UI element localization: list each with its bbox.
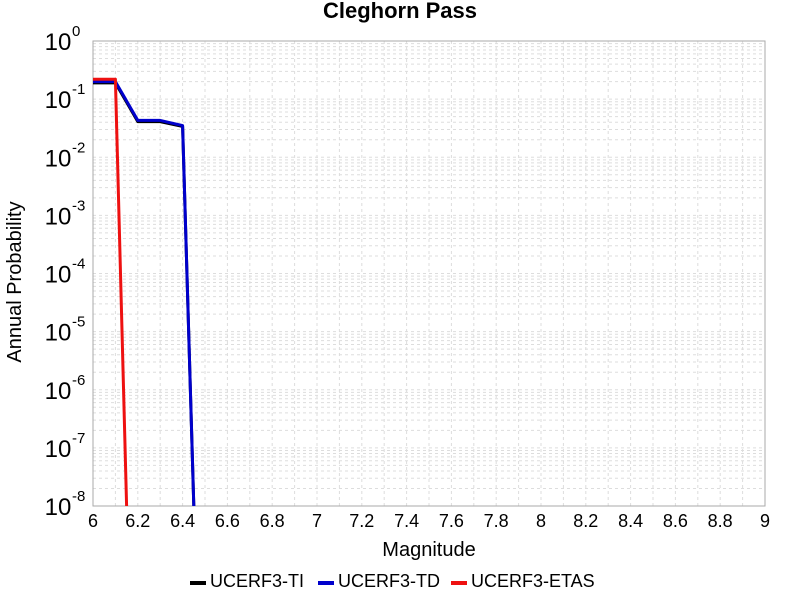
y-tick-label: 10 -7 — [45, 430, 86, 463]
y-axis-label: Annual Probability — [4, 201, 26, 362]
x-tick-label: 8.2 — [573, 511, 598, 531]
y-tick-base: 10 — [45, 145, 72, 172]
y-tick-label: 10 -3 — [45, 197, 86, 230]
y-tick-exponent: -8 — [72, 488, 85, 505]
x-tick-label: 9 — [760, 511, 770, 531]
y-tick-base: 10 — [45, 494, 72, 521]
y-tick-exponent: -6 — [72, 372, 85, 389]
legend-item: UCERF3-TD — [318, 571, 440, 591]
plot-area-border — [92, 40, 766, 507]
legend-item: UCERF3-TI — [190, 571, 304, 591]
x-tick-label: 7.4 — [394, 511, 419, 531]
x-tick-label: 6.2 — [125, 511, 150, 531]
y-tick-label: 10 -2 — [45, 139, 86, 172]
x-tick-label: 7.6 — [439, 511, 464, 531]
x-axis-ticks: 6 6.2 6.4 6.6 6.8 7 7.2 7.4 7.6 7.8 8 8.2 8.4 8.6 8.8 9 — [88, 511, 770, 531]
x-tick-label: 6.8 — [260, 511, 285, 531]
y-tick-exponent: -7 — [72, 430, 85, 447]
legend-label: UCERF3-TI — [210, 571, 304, 591]
chart-title: Cleghorn Pass — [323, 0, 477, 23]
legend-label: UCERF3-TD — [338, 571, 440, 591]
x-tick-label: 7 — [312, 511, 322, 531]
y-tick-base: 10 — [45, 436, 72, 463]
series-line-ucerf3-ti — [93, 81, 196, 507]
y-tick-base: 10 — [45, 378, 72, 405]
y-tick-exponent: -1 — [72, 81, 85, 98]
x-tick-label: 8.6 — [663, 511, 688, 531]
y-tick-exponent: -4 — [72, 256, 85, 273]
y-tick-base: 10 — [45, 29, 72, 56]
grid — [92, 41, 766, 507]
legend-item: UCERF3-ETAS — [451, 571, 595, 591]
y-tick-label: 10 -1 — [45, 81, 86, 114]
x-tick-label: 6.6 — [215, 511, 240, 531]
y-tick-base: 10 — [45, 203, 72, 230]
x-tick-label: 8.4 — [618, 511, 643, 531]
y-tick-exponent: -2 — [72, 139, 85, 156]
x-axis-label: Magnitude — [382, 539, 475, 561]
x-tick-label: 6 — [88, 511, 98, 531]
series-line-ucerf3-etas — [93, 77, 129, 507]
y-tick-exponent: -5 — [72, 314, 85, 331]
legend: UCERF3-TI UCERF3-TD UCERF3-ETAS — [190, 571, 595, 591]
y-tick-exponent: -3 — [72, 197, 85, 214]
y-tick-label: 10 -4 — [45, 256, 86, 289]
x-tick-label: 8.8 — [708, 511, 733, 531]
y-tick-exponent: 0 — [72, 23, 80, 40]
x-tick-label: 8 — [536, 511, 546, 531]
y-tick-base: 10 — [45, 262, 72, 289]
series-line-ucerf3-td — [93, 80, 196, 507]
y-tick-label: 10 -8 — [45, 488, 86, 521]
x-tick-label: 6.4 — [170, 511, 195, 531]
y-tick-label: 10 -5 — [45, 314, 86, 347]
x-tick-label: 7.2 — [349, 511, 374, 531]
x-tick-label: 7.8 — [484, 511, 509, 531]
series-layer — [93, 77, 196, 507]
y-tick-base: 10 — [45, 87, 72, 114]
legend-label: UCERF3-ETAS — [471, 571, 595, 591]
y-tick-label: 10 0 — [45, 23, 81, 56]
y-tick-label: 10 -6 — [45, 372, 86, 405]
y-tick-base: 10 — [45, 320, 72, 347]
